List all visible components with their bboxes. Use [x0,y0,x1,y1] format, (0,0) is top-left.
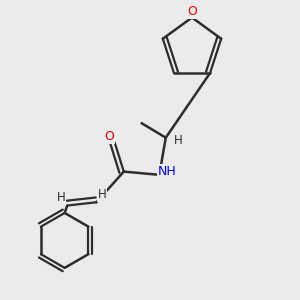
Text: NH: NH [158,165,177,178]
Text: O: O [104,130,114,143]
Text: H: H [98,188,106,201]
Text: H: H [174,134,182,147]
Text: H: H [56,191,65,204]
Text: O: O [188,5,198,18]
